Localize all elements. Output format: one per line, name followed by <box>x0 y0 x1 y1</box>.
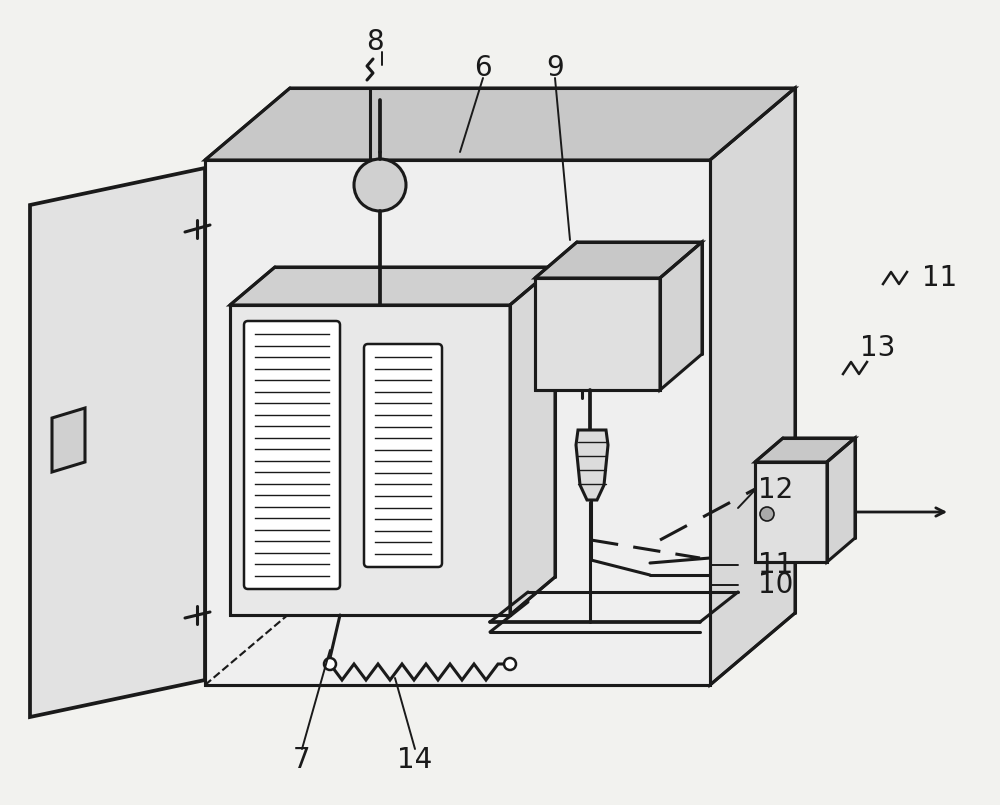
Text: 8: 8 <box>366 28 384 56</box>
Polygon shape <box>755 438 855 462</box>
Polygon shape <box>230 305 510 615</box>
Text: 11: 11 <box>758 551 793 579</box>
Polygon shape <box>30 168 205 717</box>
Polygon shape <box>576 430 608 500</box>
Polygon shape <box>510 267 555 615</box>
FancyBboxPatch shape <box>244 321 340 589</box>
Text: 12: 12 <box>758 476 793 504</box>
Circle shape <box>504 658 516 670</box>
Text: 9: 9 <box>546 54 564 82</box>
Polygon shape <box>660 242 702 390</box>
Polygon shape <box>230 267 555 305</box>
Polygon shape <box>205 160 710 685</box>
Polygon shape <box>52 408 85 472</box>
Circle shape <box>324 658 336 670</box>
Text: 14: 14 <box>397 746 433 774</box>
Text: 13: 13 <box>860 334 896 362</box>
Text: 7: 7 <box>293 746 311 774</box>
Polygon shape <box>710 88 795 685</box>
Text: 6: 6 <box>474 54 492 82</box>
Polygon shape <box>827 438 855 562</box>
FancyBboxPatch shape <box>364 344 442 567</box>
Polygon shape <box>535 278 660 390</box>
Text: 10: 10 <box>758 571 793 599</box>
Polygon shape <box>755 462 827 562</box>
Polygon shape <box>205 88 795 160</box>
Circle shape <box>760 507 774 521</box>
Polygon shape <box>535 242 702 278</box>
Circle shape <box>354 159 406 211</box>
Text: 11: 11 <box>922 264 958 292</box>
